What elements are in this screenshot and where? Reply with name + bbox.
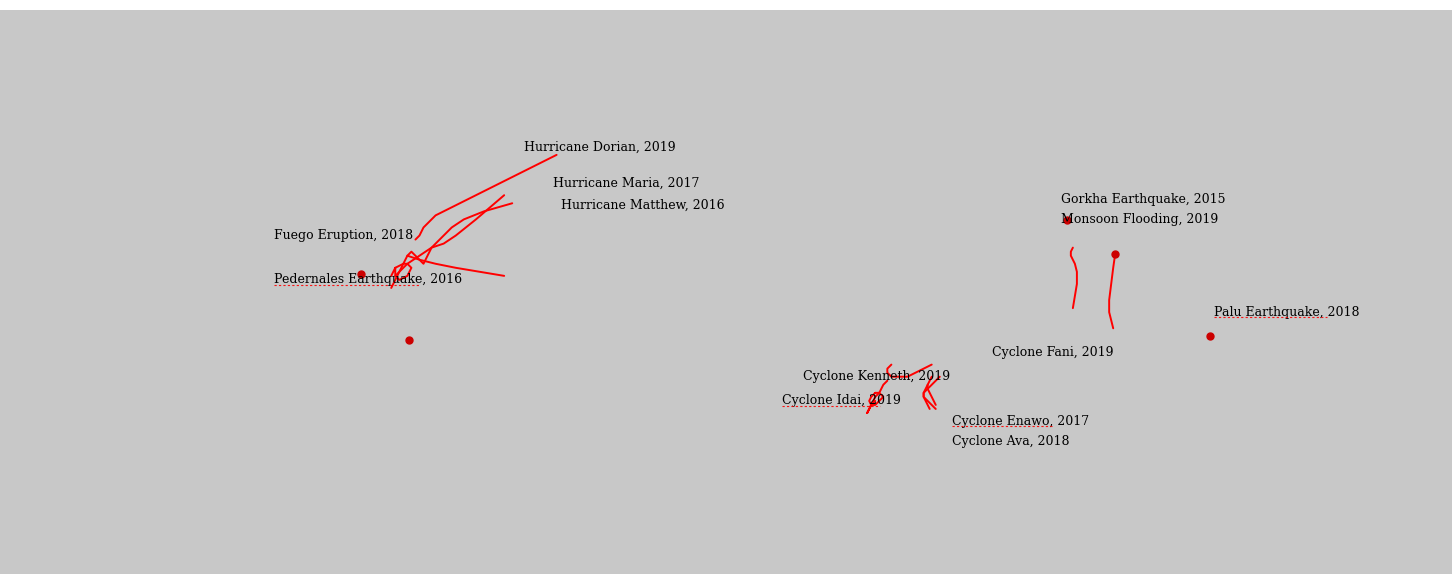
Text: Monsoon Flooding, 2019: Monsoon Flooding, 2019 [1061, 213, 1218, 226]
Text: Cyclone Ava, 2018: Cyclone Ava, 2018 [953, 434, 1069, 448]
Text: Pedernales Earthquake, 2016: Pedernales Earthquake, 2016 [274, 273, 462, 286]
Text: Cyclone Enawo, 2017: Cyclone Enawo, 2017 [953, 415, 1089, 427]
Text: Hurricane Matthew, 2016: Hurricane Matthew, 2016 [560, 199, 725, 212]
Text: Palu Earthquake, 2018: Palu Earthquake, 2018 [1214, 305, 1359, 319]
Text: Cyclone Fani, 2019: Cyclone Fani, 2019 [992, 346, 1114, 359]
Text: Fuego Eruption, 2018: Fuego Eruption, 2018 [274, 229, 414, 242]
Text: Cyclone Kenneth, 2019: Cyclone Kenneth, 2019 [803, 370, 950, 383]
Text: Cyclone Idai, 2019: Cyclone Idai, 2019 [783, 394, 902, 408]
Text: Gorkha Earthquake, 2015: Gorkha Earthquake, 2015 [1061, 193, 1225, 206]
Text: Hurricane Dorian, 2019: Hurricane Dorian, 2019 [524, 140, 677, 154]
Text: Hurricane Maria, 2017: Hurricane Maria, 2017 [553, 176, 698, 190]
